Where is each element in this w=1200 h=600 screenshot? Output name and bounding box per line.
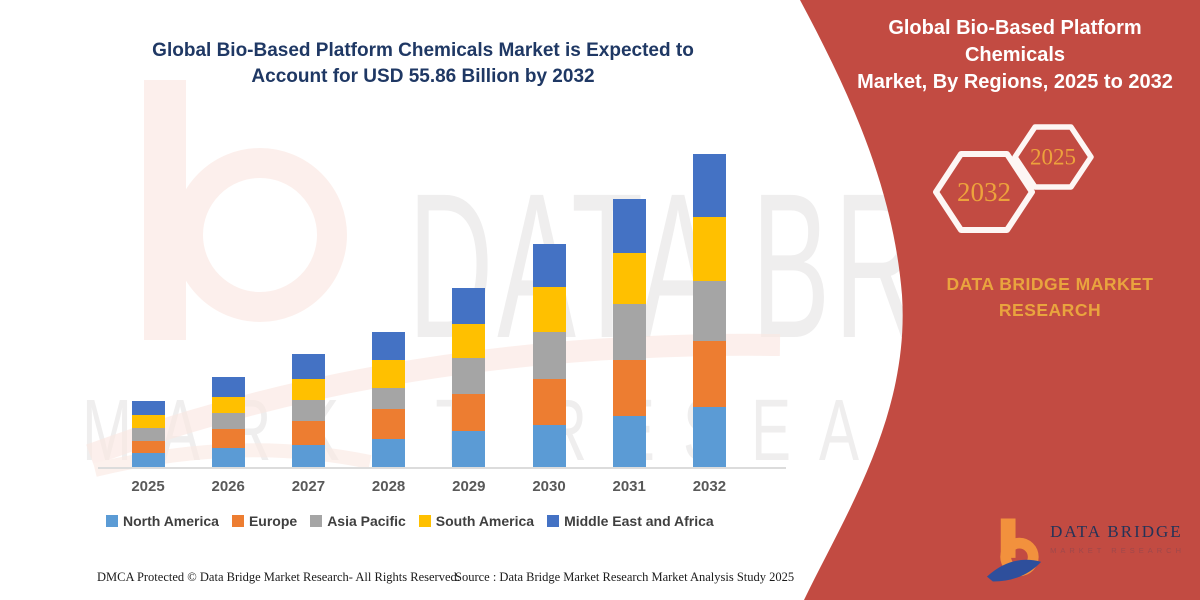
- segment-middle-east-and-africa: [452, 288, 486, 324]
- segment-europe: [211, 429, 245, 449]
- segment-europe: [372, 409, 406, 439]
- bar-2025: [131, 400, 165, 467]
- bar-2029: [452, 288, 486, 467]
- legend-label: Middle East and Africa: [564, 513, 714, 529]
- x-label-2031: 2031: [612, 478, 646, 495]
- data-bridge-logo-icon: [986, 518, 1042, 582]
- x-label-2027: 2027: [291, 478, 326, 495]
- legend-item-south-america: South America: [418, 513, 535, 529]
- segment-south-america: [372, 360, 406, 388]
- legend-item-europe: Europe: [231, 513, 298, 529]
- hexagon-2032: 2032: [933, 151, 1035, 233]
- segment-south-america: [452, 323, 486, 359]
- source-note: Source : Data Bridge Market Research Mar…: [455, 570, 795, 584]
- banner-brand-line1: DATA BRIDGE MARKET: [946, 274, 1154, 294]
- legend-swatch: [231, 515, 244, 527]
- segment-asia-pacific: [211, 413, 245, 430]
- legend-item-middle-east-and-africa: Middle East and Africa: [547, 513, 714, 529]
- bar-2026: [211, 377, 245, 467]
- legend-swatch: [547, 515, 560, 527]
- legend-swatch: [106, 515, 118, 527]
- segment-middle-east-and-africa: [131, 400, 165, 416]
- chart-title-line2: Account for USD 55.86 Billion by 2032: [251, 66, 595, 87]
- segment-south-america: [211, 396, 245, 414]
- segment-north-america: [372, 438, 406, 467]
- x-label-2025: 2025: [131, 478, 165, 495]
- segment-middle-east-and-africa: [692, 154, 726, 218]
- x-axis-line: [98, 467, 786, 469]
- hexagon-2032-year: 2032: [957, 177, 1011, 207]
- segment-asia-pacific: [131, 428, 165, 441]
- segment-north-america: [131, 452, 165, 467]
- logo-name: DATA BRIDGE: [1050, 522, 1183, 541]
- legend-item-asia-pacific: Asia Pacific: [310, 513, 406, 529]
- segment-europe: [692, 341, 726, 407]
- legend-swatch: [310, 515, 323, 527]
- segment-asia-pacific: [612, 304, 646, 360]
- segment-south-america: [131, 415, 165, 429]
- banner-brand-text: DATA BRIDGE MARKET RESEARCH: [915, 271, 1185, 323]
- chart-title: Global Bio-Based Platform Chemicals Mark…: [98, 38, 748, 90]
- segment-north-america: [291, 444, 325, 467]
- data-bridge-logo: DATA BRIDGE MARKET RESEARCH: [985, 516, 1185, 594]
- data-bridge-logo-text: DATA BRIDGE MARKET RESEARCH: [1050, 522, 1185, 555]
- dmca-notice: DMCA Protected © Data Bridge Market Rese…: [97, 570, 460, 584]
- x-label-2029: 2029: [452, 478, 486, 495]
- segment-europe: [532, 378, 566, 426]
- bar-2032: [692, 154, 726, 467]
- legend-swatch: [418, 515, 431, 527]
- segment-middle-east-and-africa: [211, 377, 245, 397]
- legend-label: Europe: [248, 513, 298, 529]
- x-label-2026: 2026: [211, 478, 245, 495]
- legend-label: South America: [435, 513, 535, 529]
- legend-item-north-america: North America: [106, 513, 219, 529]
- hexagon-2025-year: 2025: [1030, 145, 1076, 170]
- segment-europe: [291, 420, 325, 445]
- segment-south-america: [291, 378, 325, 401]
- segment-north-america: [452, 431, 486, 467]
- bar-2028: [372, 332, 406, 467]
- x-label-2032: 2032: [692, 478, 727, 495]
- segment-middle-east-and-africa: [291, 353, 325, 379]
- segment-middle-east-and-africa: [532, 244, 566, 287]
- segment-south-america: [532, 286, 566, 333]
- x-label-2028: 2028: [371, 478, 406, 495]
- segment-north-america: [612, 415, 646, 467]
- segment-europe: [612, 359, 646, 416]
- segment-asia-pacific: [452, 358, 486, 394]
- bar-2027: [291, 353, 325, 467]
- segment-asia-pacific: [692, 280, 726, 342]
- segment-north-america: [692, 406, 726, 467]
- bar-2031: [612, 198, 646, 467]
- segment-south-america: [612, 253, 646, 305]
- legend-label: North America: [123, 513, 219, 529]
- x-label-2030: 2030: [532, 478, 566, 495]
- segment-south-america: [692, 217, 726, 281]
- chart-title-line1: Global Bio-Based Platform Chemicals Mark…: [152, 40, 694, 61]
- segment-asia-pacific: [291, 400, 325, 421]
- legend-label: Asia Pacific: [327, 513, 406, 529]
- hexagon-2025: 2025: [1012, 124, 1094, 190]
- banner-title-line1: Global Bio-Based Platform Chemicals: [888, 17, 1142, 66]
- segment-north-america: [532, 425, 566, 467]
- segment-europe: [452, 393, 486, 432]
- logo-subtitle: MARKET RESEARCH: [1050, 546, 1185, 555]
- segment-middle-east-and-africa: [612, 198, 646, 254]
- segment-asia-pacific: [372, 387, 406, 410]
- bar-2030: [532, 244, 566, 467]
- chart-legend: North America Europe Asia Pacific South Ame…: [106, 513, 714, 529]
- banner-title-line2: Market, By Regions, 2025 to 2032: [857, 71, 1173, 93]
- banner-brand-line2: RESEARCH: [998, 300, 1102, 320]
- segment-europe: [131, 440, 165, 453]
- segment-north-america: [211, 448, 245, 467]
- segment-asia-pacific: [532, 332, 566, 379]
- banner-title: Global Bio-Based Platform Chemicals Mark…: [840, 15, 1190, 96]
- segment-middle-east-and-africa: [372, 332, 406, 361]
